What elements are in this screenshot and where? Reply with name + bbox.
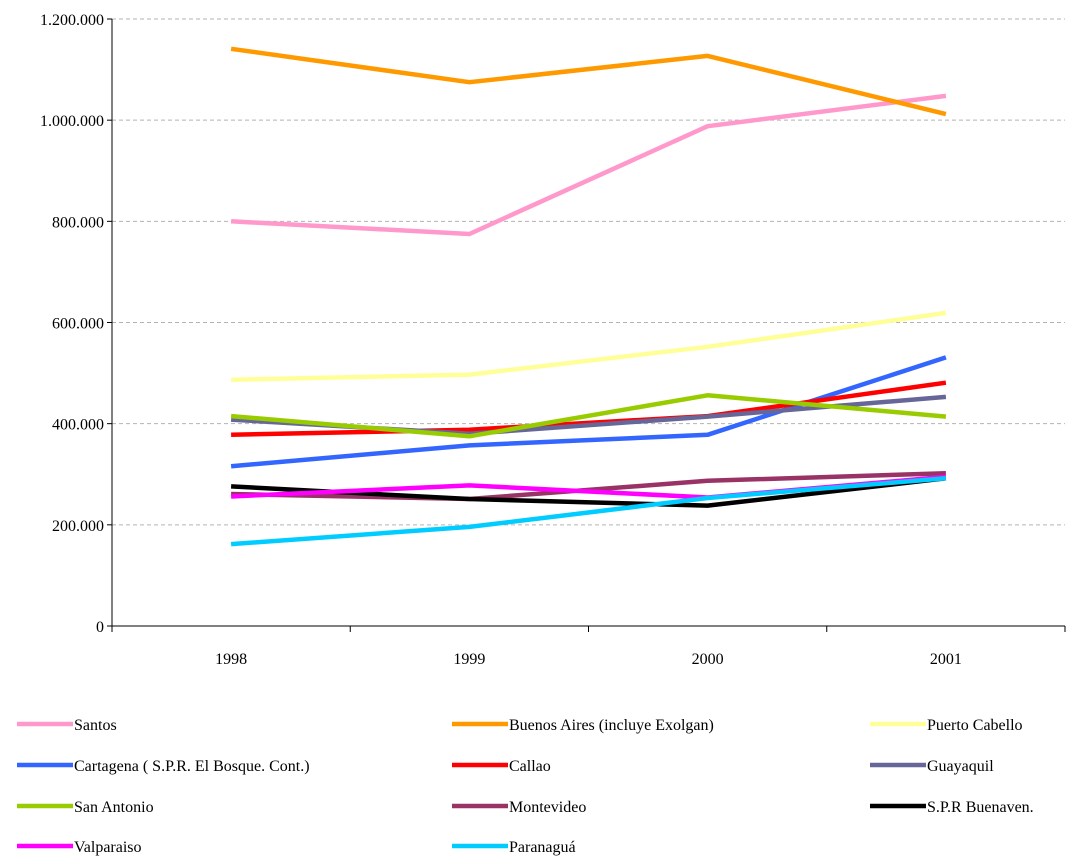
y-tick-label: 600.000 (52, 316, 104, 333)
y-tick-label: 0 (96, 619, 104, 636)
x-tick-label: 1998 (215, 651, 247, 668)
x-tick-label: 1999 (453, 651, 485, 668)
legend-label-callao: Callao (509, 758, 551, 775)
x-tick-label: 2000 (692, 651, 724, 668)
legend-label-san-antonio: San Antonio (74, 799, 154, 816)
series-line-cartagena-s-p-r-el-bosque-cont (230, 355, 947, 469)
legend-label-s-p-r-buenaven: S.P.R Buenaven. (927, 799, 1034, 816)
series-line-san-antonio (230, 393, 947, 439)
series-line-callao (231, 380, 947, 438)
y-tick-label: 800.000 (52, 214, 104, 231)
legend-label-buenos-aires-incluye-exolgan: Buenos Aires (incluye Exolgan) (509, 717, 714, 734)
grid-lines (112, 18, 1065, 526)
legend-label-valparaiso: Valparaiso (74, 839, 142, 856)
y-tick-label: 200.000 (52, 518, 104, 535)
legend-label-guayaquil: Guayaquil (927, 758, 994, 775)
legend-label-cartagena-s-p-r-el-bosque-cont: Cartagena ( S.P.R. El Bosque. Cont.) (74, 758, 310, 775)
legend: Santos Buenos Aires (incluye Exolgan) Puer… (17, 717, 1034, 856)
series-lines (230, 46, 947, 547)
axes: 0 200.000 400.000 600.000 800.000 1.000.000 1.… (40, 12, 1066, 668)
y-tick-label: 1.000.000 (40, 113, 104, 130)
series-line-santos (230, 93, 947, 237)
y-tick-label: 1.200.000 (40, 12, 104, 29)
series-line-buenos-aires-incluye-exolgan (230, 46, 947, 117)
series-line-puerto-cabello (231, 310, 947, 382)
legend-label-paranagu: Paranaguá (509, 839, 576, 856)
legend-label-montevideo: Montevideo (509, 799, 586, 816)
y-tick-label: 400.000 (52, 417, 104, 434)
x-tick-label: 2001 (930, 651, 962, 668)
series-line-paranagu (230, 476, 947, 547)
legend-label-santos: Santos (74, 717, 117, 734)
legend-label-puerto-cabello: Puerto Cabello (927, 717, 1023, 734)
